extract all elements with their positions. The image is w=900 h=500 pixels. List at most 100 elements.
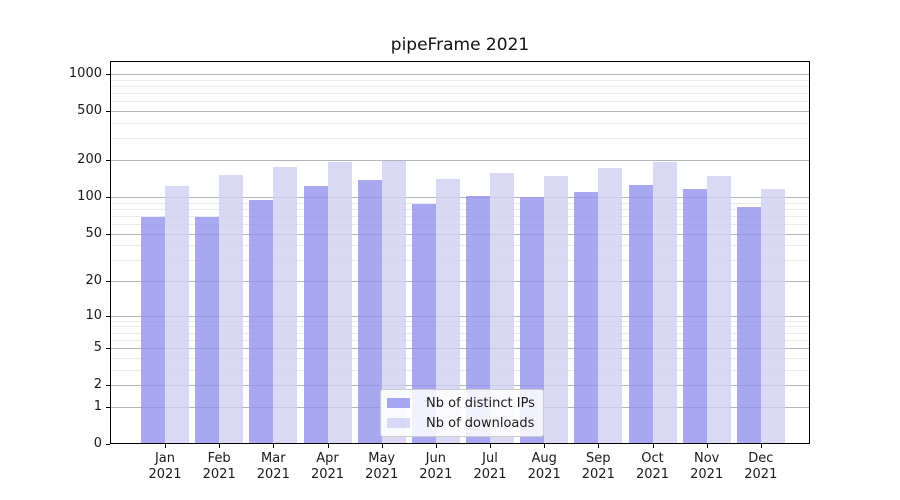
x-tick-may [381, 444, 383, 448]
legend-label-downloads: Nb of downloads [426, 415, 535, 431]
y-tick-1 [106, 406, 110, 408]
y-tick-label-1: 1 [93, 398, 102, 414]
legend-item-downloads: Nb of downloads [387, 415, 543, 432]
y-tick-label-2: 2 [93, 377, 102, 393]
x-tick-feb [219, 444, 221, 448]
y-tick-label-5: 5 [93, 340, 102, 356]
x-tick-label-jan: Jan 2021 [148, 451, 182, 482]
gridline-minor-90 [110, 202, 810, 204]
y-tick-5 [106, 348, 110, 350]
gridline-minor-8 [110, 326, 810, 328]
gridline-major-2 [110, 385, 810, 387]
x-tick-label-feb: Feb 2021 [202, 451, 236, 482]
x-tick-nov [706, 444, 708, 448]
gridline-minor-60 [110, 223, 810, 225]
gridline-minor-900 [110, 79, 810, 81]
y-tick-label-1000: 1000 [68, 66, 102, 81]
y-tick-1000 [106, 74, 110, 75]
gridline-major-200 [110, 160, 810, 161]
legend-item-distinct-ips: Nb of distinct IPs [387, 395, 543, 412]
x-tick-label-mar: Mar 2021 [256, 451, 290, 482]
gridline-major-100 [110, 196, 810, 198]
gridline-minor-6 [110, 339, 810, 341]
gridline-minor-4 [110, 357, 810, 359]
x-tick-label-sep: Sep 2021 [581, 451, 615, 482]
gridline-major-10 [110, 315, 810, 317]
gridline-minor-80 [110, 208, 810, 210]
bar-distinct-ips-mar [249, 199, 274, 444]
gridline-major-20 [110, 281, 810, 282]
chart-title: pipeFrame 2021 [390, 35, 530, 55]
y-tick-label-0: 0 [93, 436, 102, 451]
x-tick-mar [273, 444, 275, 448]
bar-downloads-apr [327, 161, 352, 444]
gridline-minor-7 [110, 332, 810, 334]
x-tick-oct [652, 444, 654, 448]
y-tick-label-10: 10 [85, 307, 102, 323]
legend: Nb of distinct IPs Nb of downloads [380, 389, 544, 437]
y-tick-500 [106, 111, 110, 113]
x-tick-label-oct: Oct 2021 [635, 451, 670, 482]
gridline-minor-3 [110, 369, 810, 371]
y-tick-20 [106, 281, 110, 282]
x-tick-jul [490, 444, 491, 448]
bar-downloads-nov [706, 175, 731, 444]
bar-downloads-mar [273, 166, 298, 444]
bar-distinct-ips-dec [736, 206, 761, 444]
gridline-major-1000 [110, 74, 810, 75]
gridline-minor-400 [110, 123, 810, 124]
x-tick-label-aug: Aug 2021 [527, 451, 561, 482]
x-tick-apr [327, 444, 329, 448]
y-tick-0 [106, 444, 110, 445]
bar-distinct-ips-feb [195, 217, 220, 444]
gridline-minor-300 [110, 138, 810, 140]
legend-swatch-distinct-ips [387, 398, 410, 408]
bar-downloads-oct [652, 162, 677, 444]
x-tick-jan [165, 444, 166, 448]
gridline-major-500 [110, 111, 810, 113]
x-tick-label-jul: Jul 2021 [473, 451, 507, 482]
y-tick-label-500: 500 [77, 103, 102, 119]
bar-distinct-ips-jan [141, 217, 165, 444]
bar-distinct-ips-apr [303, 185, 328, 444]
x-tick-sep [598, 444, 600, 448]
gridline-major-5 [110, 348, 810, 350]
gridline-minor-30 [110, 260, 810, 262]
gridline-minor-700 [110, 93, 810, 95]
legend-swatch-downloads [387, 418, 410, 428]
gridline-minor-600 [110, 101, 810, 103]
bar-downloads-sep [598, 168, 623, 444]
bar-distinct-ips-sep [574, 191, 599, 444]
bar-distinct-ips-may [357, 180, 382, 444]
legend-label-distinct-ips: Nb of distinct IPs [426, 395, 535, 411]
gridline-minor-70 [110, 215, 810, 217]
gridline-minor-9 [110, 320, 810, 322]
y-tick-label-200: 200 [77, 152, 102, 167]
x-tick-label-may: May 2021 [365, 451, 399, 482]
bar-downloads-feb [219, 175, 244, 444]
x-tick-label-jun: Jun 2021 [419, 451, 453, 482]
y-tick-label-20: 20 [85, 273, 102, 288]
y-tick-100 [106, 196, 110, 198]
gridline-minor-800 [110, 86, 810, 87]
y-tick-label-50: 50 [85, 225, 102, 241]
x-tick-aug [544, 444, 546, 448]
y-tick-200 [106, 160, 110, 161]
bar-distinct-ips-nov [682, 188, 707, 444]
gridline-minor-40 [110, 245, 810, 247]
y-tick-2 [106, 385, 110, 387]
y-tick-10 [106, 315, 110, 317]
gridline-major-50 [110, 233, 810, 235]
x-tick-label-apr: Apr 2021 [310, 451, 345, 482]
bar-downloads-aug [544, 176, 569, 444]
x-tick-jun [435, 444, 437, 448]
x-tick-dec [760, 444, 762, 448]
y-tick-50 [106, 233, 110, 235]
bar-distinct-ips-oct [628, 184, 653, 444]
y-tick-label-100: 100 [77, 188, 102, 204]
x-tick-label-nov: Nov 2021 [690, 451, 724, 482]
x-tick-label-dec: Dec 2021 [744, 451, 778, 482]
bar-downloads-jan [165, 185, 189, 444]
bar-downloads-dec [760, 188, 785, 444]
